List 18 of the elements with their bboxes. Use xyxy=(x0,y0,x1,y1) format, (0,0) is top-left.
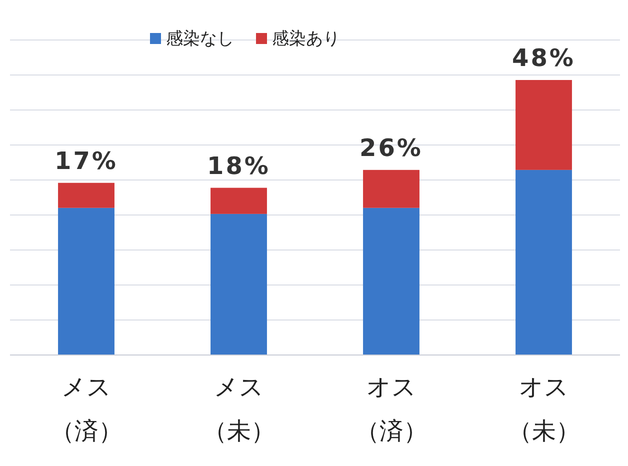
x-tick-label: メス（未） xyxy=(202,373,275,445)
annotation: 18% xyxy=(207,152,270,180)
x-tick-label: オス（未） xyxy=(508,373,580,445)
annotation: 26% xyxy=(360,134,423,162)
x-tick-label: オス（済） xyxy=(355,373,428,445)
annotation: 17% xyxy=(54,146,118,175)
bar xyxy=(210,214,267,355)
legend-label: 感染あり xyxy=(272,29,340,49)
bar xyxy=(516,80,572,170)
legend-label: 感染なし xyxy=(166,29,234,49)
bar xyxy=(58,208,114,355)
bar xyxy=(58,182,114,208)
bar xyxy=(363,208,420,355)
bar xyxy=(210,188,267,214)
bar xyxy=(516,170,572,355)
text: 48% xyxy=(512,44,576,72)
x-tick-label: メス（済） xyxy=(50,373,122,445)
bar xyxy=(363,170,420,208)
